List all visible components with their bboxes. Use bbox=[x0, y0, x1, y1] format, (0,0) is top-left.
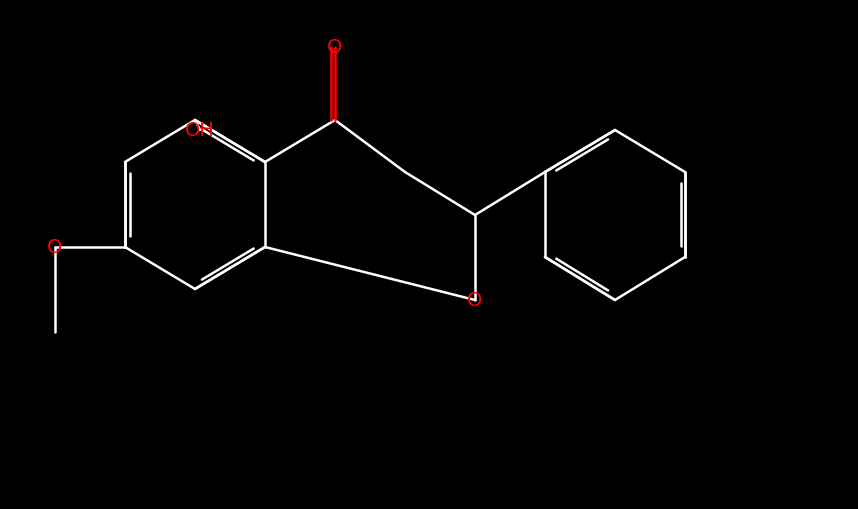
Text: O: O bbox=[327, 38, 342, 56]
Text: O: O bbox=[47, 238, 63, 257]
Text: O: O bbox=[468, 291, 483, 309]
Text: OH: OH bbox=[185, 121, 215, 139]
